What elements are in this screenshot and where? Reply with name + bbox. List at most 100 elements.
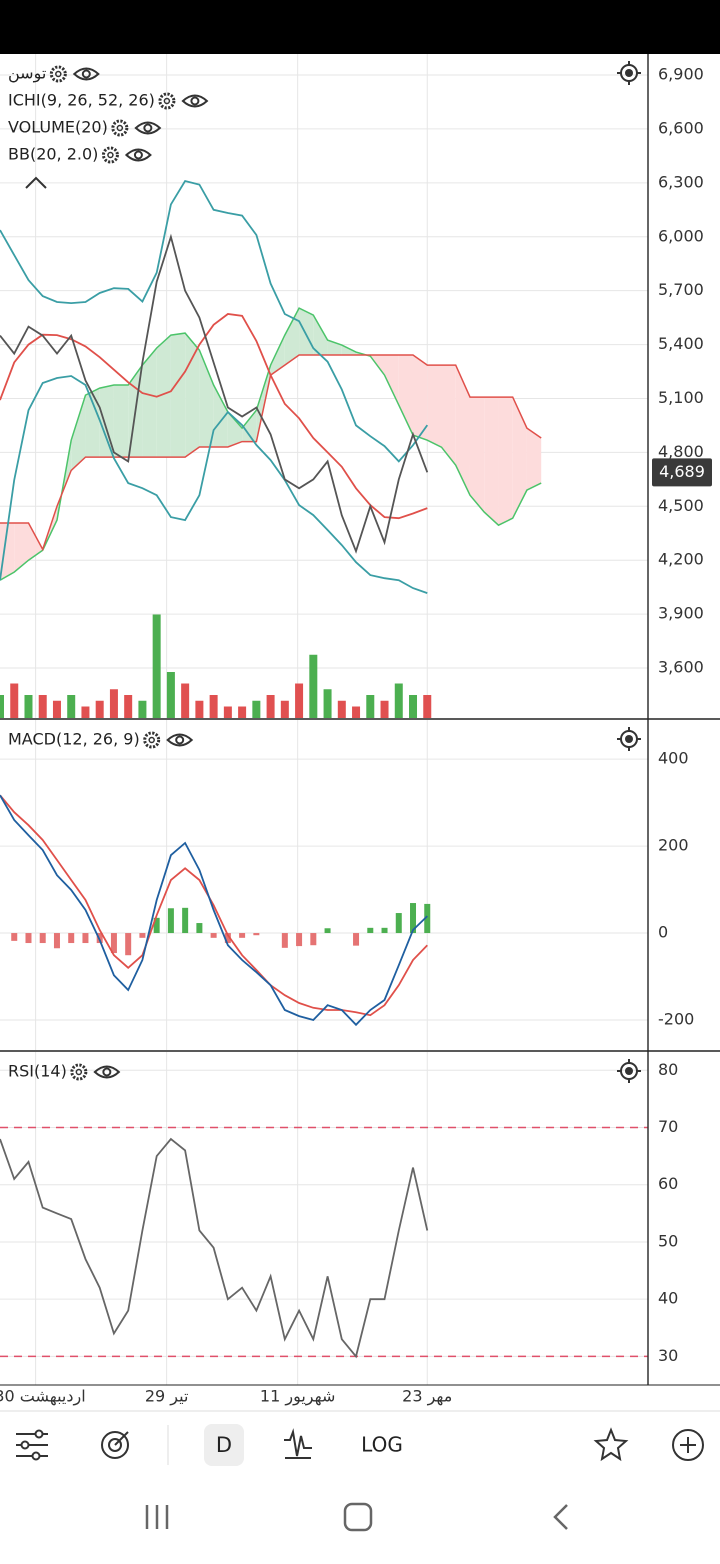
volume-bar	[295, 683, 304, 718]
y-tick-label: 200	[658, 836, 689, 855]
indicators-button[interactable]	[101, 1431, 129, 1459]
cloud-segment	[185, 333, 200, 458]
cloud-segment	[398, 355, 414, 436]
y-tick-label: 6,900	[658, 65, 704, 84]
histogram-bar	[210, 933, 217, 938]
y-tick-label: 6,300	[658, 172, 704, 191]
log-button[interactable]: LOG	[361, 1433, 403, 1457]
cloud-segment	[526, 428, 542, 491]
histogram-bar	[324, 928, 331, 934]
y-tick-label: 5,100	[658, 388, 704, 407]
volume-bar	[166, 672, 175, 718]
series-line	[0, 794, 428, 1027]
last-price-box	[652, 458, 712, 487]
settings-icon	[107, 151, 114, 159]
histogram-bar	[153, 917, 160, 934]
y-tick-label: -200	[658, 1010, 694, 1029]
cloud-segment	[227, 412, 243, 448]
cloud-segment	[313, 315, 328, 356]
cloud-segment	[270, 335, 285, 376]
histogram-bar	[367, 927, 374, 934]
volume-bar	[223, 706, 232, 718]
histogram-bar	[224, 933, 231, 944]
cloud-segment	[199, 350, 214, 448]
volume-bar	[266, 695, 275, 718]
cloud-segment	[413, 355, 428, 441]
cloud-segment	[242, 410, 257, 442]
cloud-segment	[113, 385, 129, 458]
x-tick-label: تیر 29	[145, 1387, 189, 1407]
cloud-segment	[512, 397, 527, 519]
volume-bar	[409, 695, 418, 718]
locate-icon	[625, 735, 633, 743]
locate-icon	[625, 1067, 633, 1075]
histogram-bar	[410, 903, 417, 934]
volume-bar	[10, 683, 19, 718]
x-tick-label: مهر 23	[402, 1387, 452, 1407]
settings-icon	[158, 92, 176, 110]
locate-icon	[625, 69, 633, 77]
locate-icon	[617, 1059, 641, 1083]
series-line	[0, 1137, 429, 1359]
indicator-label: BB(20, 2.0)	[8, 145, 98, 164]
histogram-bar	[239, 933, 246, 938]
collapse-button[interactable]	[25, 176, 47, 189]
indicator-label: MACD(12, 26, 9)	[8, 730, 140, 749]
series-line	[0, 313, 428, 520]
chart-type-button[interactable]	[284, 1428, 312, 1459]
locate-icon	[617, 727, 641, 751]
settings-icon	[55, 70, 62, 78]
histogram-bar	[110, 933, 117, 954]
cloud-segment	[85, 388, 100, 458]
series-line	[0, 233, 429, 554]
settings-button[interactable]	[16, 1429, 48, 1461]
visibility-icon	[133, 150, 143, 160]
volume-bar	[138, 700, 147, 718]
histogram-bar	[182, 907, 189, 934]
indicator-label: ICHI(9, 26, 52, 26)	[8, 91, 155, 110]
cloud-segment	[484, 397, 499, 526]
histogram-bar	[424, 903, 431, 934]
volume-bar	[323, 689, 332, 718]
cloud-segment	[213, 385, 228, 448]
volume-bar	[366, 695, 375, 718]
favorite-button[interactable]	[593, 1427, 629, 1462]
settings-icon	[75, 1068, 83, 1076]
volume-bar	[394, 683, 403, 718]
timeframe-button[interactable]	[204, 1424, 244, 1466]
series-line	[0, 375, 428, 594]
visibility-icon	[93, 1065, 121, 1079]
histogram-bar	[253, 933, 260, 936]
add-button[interactable]	[672, 1429, 704, 1461]
histogram-bar	[125, 933, 132, 956]
indicator-label: RSI(14)	[8, 1062, 67, 1081]
cloud-segment	[28, 523, 43, 561]
timeframe-label: D	[216, 1433, 232, 1457]
y-tick-label: 6,600	[658, 118, 704, 137]
volume-bar	[337, 700, 346, 718]
cloud-segment	[299, 308, 314, 356]
settings-icon	[116, 124, 124, 132]
y-tick-label: 3,900	[658, 604, 704, 623]
visibility-icon	[166, 733, 194, 747]
histogram-bar	[296, 933, 303, 947]
plots: 3,600 3,900 4,200 4,500 4,800 5,100 5,400 5,700…	[0, 54, 712, 1407]
y-tick-label: 4,500	[658, 496, 704, 515]
y-tick-label: 3,600	[658, 658, 704, 677]
last-price-label: 4,689	[659, 462, 705, 481]
volume-bar	[380, 700, 389, 718]
histogram-bar	[310, 933, 317, 946]
cloud-segment	[441, 365, 456, 466]
volume-bar	[152, 614, 161, 718]
locate-icon	[617, 61, 641, 85]
cloud-segment	[142, 347, 157, 458]
settings-icon	[111, 119, 129, 137]
cloud-segment	[14, 523, 29, 573]
volume-bar	[0, 695, 4, 718]
volume-bar	[124, 695, 133, 718]
volume-bar	[352, 706, 361, 718]
volume-bar	[181, 683, 190, 718]
volume-bar	[81, 706, 90, 718]
volume-bar	[238, 706, 247, 718]
